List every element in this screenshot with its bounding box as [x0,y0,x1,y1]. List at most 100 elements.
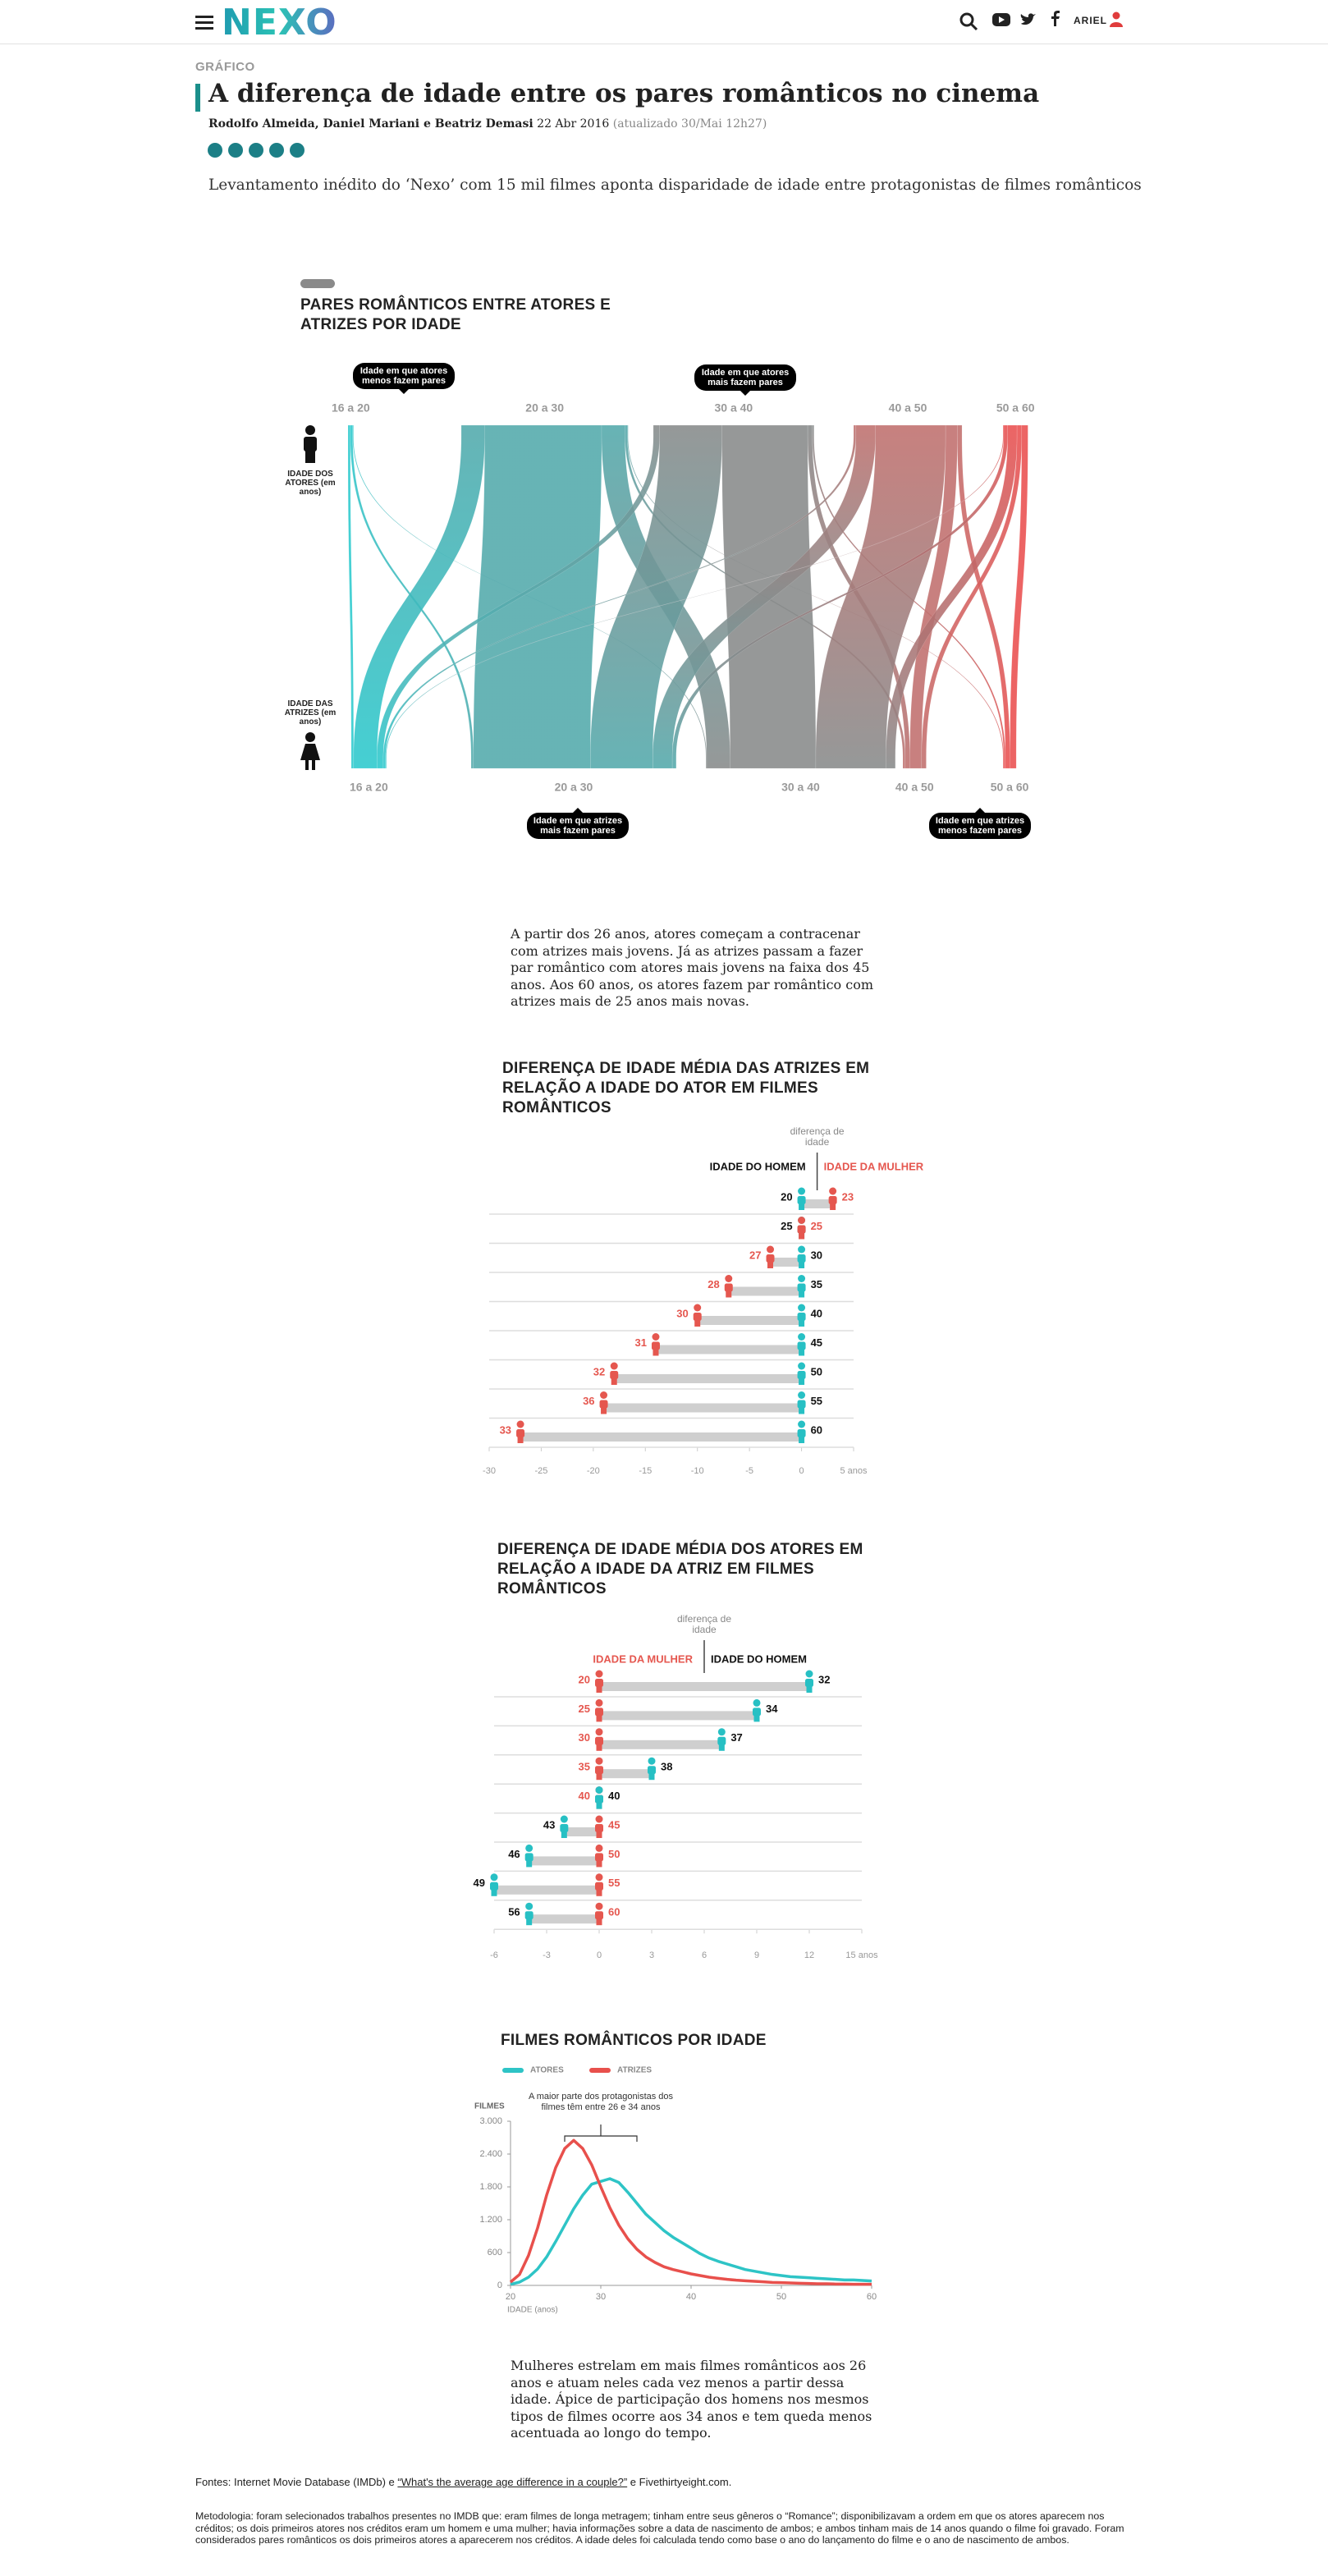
icon-head [490,1873,498,1882]
annotation: A maior parte dos protagonistas dos film… [528,2092,674,2112]
icon-body [797,1254,806,1263]
icon-legs [648,1773,655,1781]
difference-bar [520,1432,802,1442]
icon-head [525,1844,533,1852]
logo-text[interactable]: NEXO [222,3,337,41]
partner-icon [524,1902,533,1926]
difference-bar [697,1316,802,1325]
x-tick-label: 0 [597,1950,602,1960]
icon-legs [596,1831,602,1838]
share-facebook[interactable] [208,143,222,158]
x-tick-label: -3 [543,1950,551,1960]
search-icon[interactable] [959,11,978,31]
callout: Idade em que atrizes menos fazem pares [929,808,1031,839]
icon-body [828,1196,837,1204]
flow [473,424,602,769]
icon-head [560,1815,568,1823]
user-name[interactable]: ARIEL [1074,15,1107,26]
icon-legs [806,1686,813,1693]
icon-head [595,1786,603,1794]
icon-body [610,1371,619,1379]
partner-icon [753,1698,761,1722]
partner-value-label: 23 [842,1190,854,1203]
partner-value-label: 34 [766,1703,778,1715]
partner-icon [724,1275,733,1298]
flow [671,424,1008,769]
logo[interactable]: NEXO [220,3,359,41]
icon-legs [799,1407,805,1414]
x-tick-label: 40 [686,2292,696,2302]
legend-swatch [589,2068,611,2073]
row-value-label: 45 [811,1336,822,1349]
icon-head [652,1333,660,1341]
source-label: 20 a 30 [525,401,564,415]
difference-bar [494,1885,599,1895]
partner-value-label: 40 [608,1790,620,1802]
twitter-icon[interactable] [1019,11,1037,28]
partner-value-label: 30 [676,1307,688,1319]
icon-body [595,1766,603,1775]
sources-link[interactable]: “What's the average age difference in a … [397,2476,628,2488]
x-tick-label: 6 [702,1950,707,1960]
share-email[interactable] [269,143,284,158]
row-icon [595,1728,603,1751]
row-value-label: 50 [608,1848,620,1860]
icon-head [798,1420,806,1428]
partner-value-label: 36 [583,1395,594,1407]
partner-value-label: 27 [749,1249,761,1261]
sources: Fontes: Internet Movie Database (IMDb) e… [195,2476,731,2488]
difference-bar [529,1856,599,1866]
row-value-label: 30 [579,1731,590,1744]
share-more[interactable] [290,143,305,158]
icon-legs [596,1889,602,1896]
partner-icon [516,1420,525,1443]
x-tick-label: -25 [534,1466,547,1476]
callout: Idade em que atores menos fazem pares [353,363,455,394]
icon-head [798,1391,806,1399]
row-icon [595,1698,603,1722]
row-value-label: 55 [811,1395,822,1407]
icon-head [595,1844,603,1852]
icon-legs [526,1918,533,1926]
title-accent [195,84,200,112]
user-icon[interactable] [1110,11,1123,28]
icon-head [753,1698,761,1707]
icon-body [797,1196,806,1204]
paragraph: Mulheres estrelam em mais filmes românti… [511,2358,872,2441]
share-twitter[interactable] [228,143,243,158]
x-tick-label: 0 [799,1466,804,1476]
icon-legs [611,1378,617,1385]
icon-head [516,1420,524,1428]
x-tick-label: 30 [596,2292,606,2302]
target-label: 50 a 60 [991,781,1029,794]
row-icon [595,1757,603,1781]
x-tick-label: -20 [587,1466,600,1476]
partner-icon [490,1873,498,1896]
youtube-icon[interactable] [991,11,1011,28]
x-tick-label: 50 [776,2292,786,2302]
icon-head [525,1902,533,1910]
share-whatsapp[interactable] [249,143,263,158]
chart-title: DIFERENÇA DE IDADE MÉDIA DAS ATRIZES EM … [502,1060,870,1116]
partner-value-label: 56 [508,1906,520,1918]
row-icon [797,1362,806,1385]
icon-body [599,1400,608,1409]
row-value-label: 25 [781,1220,792,1232]
icon-legs [596,1744,602,1751]
icon-legs [561,1831,567,1838]
menu-button[interactable] [194,13,215,31]
facebook-icon[interactable] [1049,10,1062,28]
icon-legs [753,1715,760,1722]
icon-head [600,1391,608,1399]
row-value-label: 50 [811,1365,822,1377]
icon-body [797,1283,806,1292]
y-tick-label: 600 [488,2248,502,2257]
difference-bar [655,1345,802,1354]
icon-legs [653,1349,659,1356]
row-value-label: 40 [579,1790,590,1802]
icon-head [798,1217,806,1224]
y-tick-label: 3.000 [479,2116,502,2126]
icon-head [798,1275,806,1282]
icon-legs [799,1378,805,1385]
target-label: 16 a 20 [350,781,388,794]
